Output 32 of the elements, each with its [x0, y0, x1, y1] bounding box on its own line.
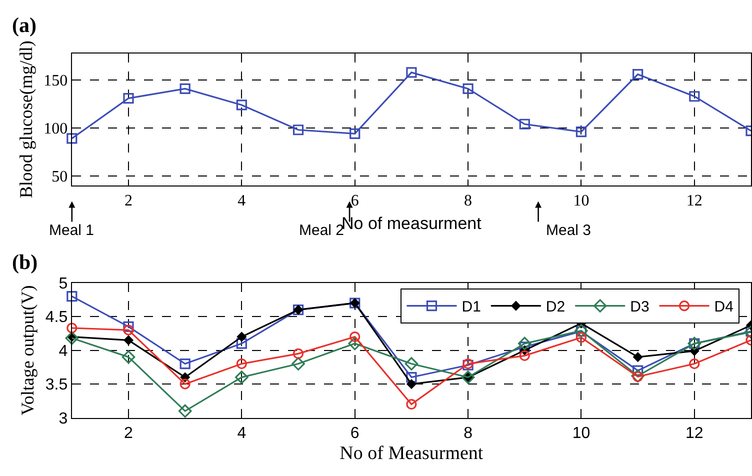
text: Meal 3 [546, 222, 592, 239]
x-tick-label: 10 [572, 425, 590, 442]
y-tick-label: 3.5 [45, 376, 68, 394]
y-tick-label: 150 [44, 72, 68, 90]
x-tick-label: 6 [350, 425, 360, 442]
x-axis-title: No of Measurment [340, 442, 484, 464]
legend-label: D4 [714, 298, 734, 316]
chart-title: (a) [12, 13, 36, 37]
x-tick-label: 2 [124, 192, 132, 210]
x-tick-label: 6 [350, 192, 359, 210]
chart-title: (b) [12, 250, 38, 274]
text: Meal 1 [49, 222, 94, 239]
x-tick-label: 8 [464, 425, 473, 442]
x-tick-label: 8 [464, 192, 472, 210]
legend-label: D2 [546, 298, 566, 316]
y-tick-label: 3 [58, 410, 68, 428]
legend-label: D1 [462, 298, 481, 316]
y-tick-label: 4.5 [45, 309, 68, 326]
y-axis-title: Voltage output(V) [18, 285, 38, 416]
legend-label: D3 [630, 298, 650, 316]
x-tick-label: 2 [124, 425, 134, 442]
y-tick-label: 4 [58, 342, 68, 360]
y-tick-label: 5 [58, 275, 68, 292]
y-tick-label: 100 [44, 120, 68, 138]
x-tick-label: 12 [686, 425, 704, 442]
x-tick-label: 4 [238, 192, 246, 210]
x-axis-title: No of measurment [342, 214, 482, 234]
x-tick-label: 12 [686, 192, 702, 210]
x-tick-label: 10 [573, 192, 590, 210]
y-tick-label: 50 [52, 168, 68, 186]
x-tick-label: 4 [237, 425, 246, 442]
y-axis-title: Blood glucose(mg/dl) [16, 40, 36, 198]
